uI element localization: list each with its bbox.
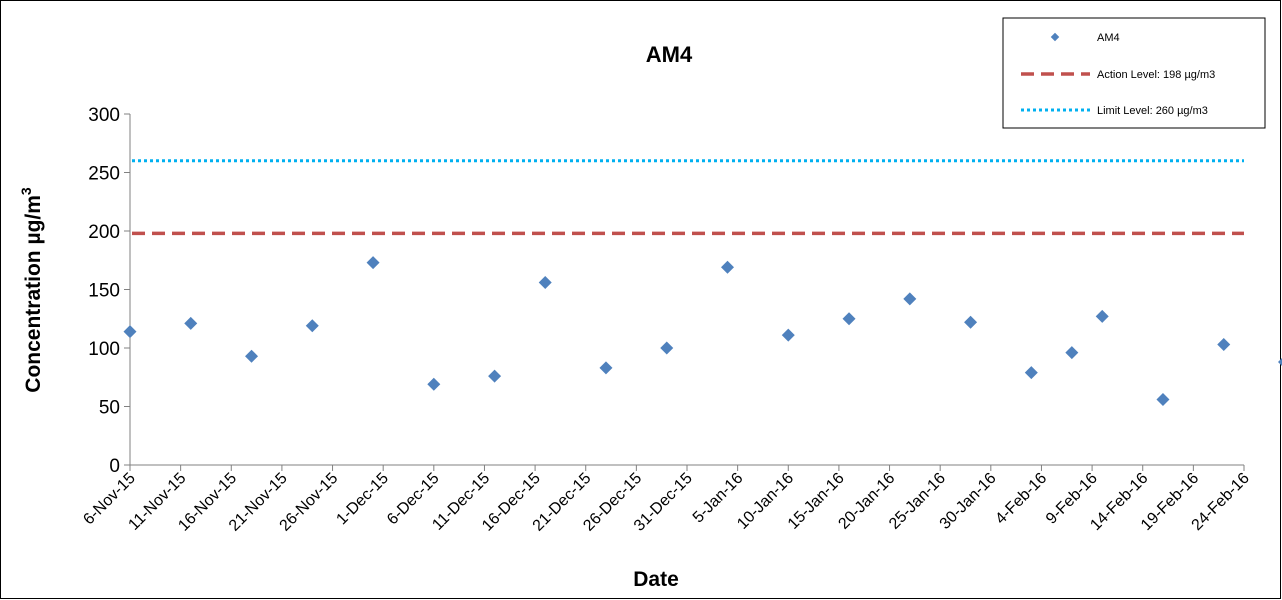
y-tick-label: 150 — [88, 281, 120, 302]
legend-label-limit-level: Limit Level: 260 µg/m3 — [1097, 105, 1208, 117]
data-point — [245, 349, 259, 363]
data-point — [1065, 346, 1079, 360]
chart-title: AM4 — [646, 42, 693, 67]
data-point — [538, 275, 552, 289]
data-point — [599, 361, 613, 375]
data-point — [427, 377, 441, 391]
y-tick-label: 50 — [99, 398, 120, 419]
data-point — [123, 325, 137, 339]
data-point — [366, 256, 380, 270]
x-axis-title: Date — [633, 568, 679, 591]
data-point — [1156, 392, 1170, 406]
legend: AM4 Action Level: 198 µg/m3 Limit Level:… — [1002, 17, 1266, 129]
legend-label-am4: AM4 — [1097, 32, 1120, 44]
data-point — [184, 316, 198, 330]
y-axis-title-main: Concentration µg/m — [22, 195, 45, 393]
data-point — [660, 341, 674, 355]
y-tick-label: 250 — [88, 164, 120, 185]
data-point — [1278, 358, 1282, 367]
data-point — [1217, 337, 1231, 351]
y-tick-label: 200 — [88, 222, 120, 243]
legend-label-action-level: Action Level: 198 µg/m3 — [1097, 69, 1215, 81]
y-tick-label: 300 — [88, 105, 120, 126]
data-point — [903, 292, 917, 306]
svg-text:Concentration µg/m3: Concentration µg/m3 — [18, 187, 45, 393]
y-tick-label: 100 — [88, 339, 120, 360]
data-point — [488, 369, 502, 383]
data-point — [1095, 309, 1109, 323]
data-point — [721, 260, 735, 274]
data-point — [1024, 366, 1038, 380]
data-point — [781, 328, 795, 342]
data-point — [305, 319, 319, 333]
data-point — [964, 315, 978, 329]
y-tick-label: 0 — [109, 456, 120, 477]
y-axis-title-superscript: 3 — [18, 187, 34, 195]
data-point — [842, 312, 856, 326]
y-axis-title: Concentration µg/m3 — [18, 187, 45, 393]
